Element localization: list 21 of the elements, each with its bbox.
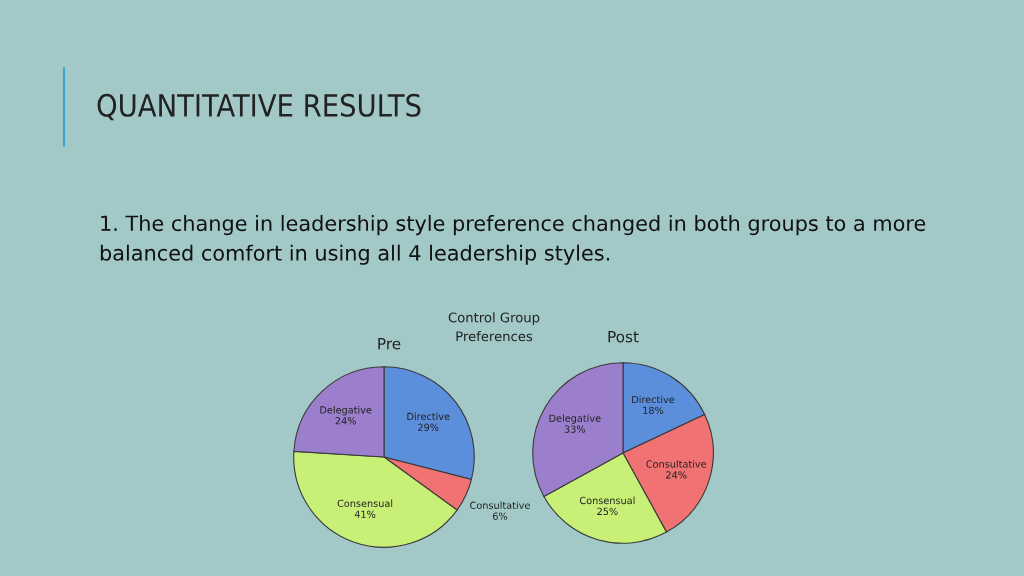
data-label: 18% — [643, 406, 664, 415]
data-label: 33% — [564, 425, 586, 433]
chart-title: Pre — [378, 338, 401, 350]
text: QUANTITATIVE RESULTS — [97, 93, 421, 121]
slice-label: Delegative — [320, 406, 372, 416]
slice-label: Delegative — [549, 414, 601, 424]
slice-label: Consensual — [337, 499, 393, 508]
slice-label: Directive — [632, 395, 675, 404]
data-label: 41% — [354, 510, 376, 518]
slice-label: Consultative — [646, 460, 707, 468]
data-label: 24% — [666, 471, 687, 479]
data-label: 29% — [418, 423, 439, 431]
slice-label: Consultative — [470, 501, 530, 509]
chart-title: Post — [608, 331, 639, 343]
slice-label: Directive — [407, 412, 450, 421]
data-label: 6% — [492, 512, 508, 520]
text: 1. The change in leadership style preference changed in both groups to a more balanced comfort in using all 4 leadership styles. — [100, 215, 926, 265]
text: Control Group Preferences — [448, 312, 540, 342]
data-label: 24% — [335, 417, 356, 425]
slice-label: Consensual — [579, 496, 635, 505]
data-label: 25% — [597, 507, 618, 516]
